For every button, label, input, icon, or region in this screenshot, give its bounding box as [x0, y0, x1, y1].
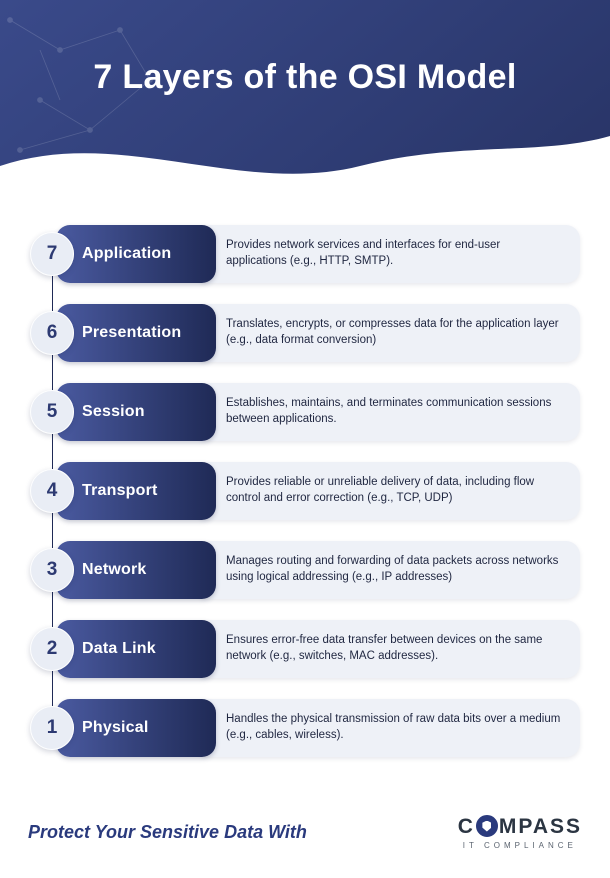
layer-row: 4TransportProvides reliable or unreliabl…	[30, 462, 580, 520]
layer-row: 5SessionEstablishes, maintains, and term…	[30, 383, 580, 441]
compass-icon	[476, 815, 498, 837]
logo-subtitle: IT COMPLIANCE	[463, 841, 577, 850]
footer: Protect Your Sensitive Data With C MPASS…	[0, 793, 610, 878]
compass-logo: C MPASS IT COMPLIANCE	[458, 815, 582, 850]
layer-description-card: Handles the physical transmission of raw…	[196, 699, 580, 757]
logo-text-pre: C	[458, 815, 475, 839]
layer-number-badge: 2	[30, 627, 74, 671]
layer-number-badge: 6	[30, 311, 74, 355]
layer-number-badge: 7	[30, 232, 74, 276]
layer-description-card: Manages routing and forwarding of data p…	[196, 541, 580, 599]
layer-label-pill: Network	[56, 541, 216, 599]
layer-label-pill: Transport	[56, 462, 216, 520]
layer-label-pill: Presentation	[56, 304, 216, 362]
layer-number-badge: 3	[30, 548, 74, 592]
layer-description-card: Translates, encrypts, or compresses data…	[196, 304, 580, 362]
layer-row: 6PresentationTranslates, encrypts, or co…	[30, 304, 580, 362]
layer-label-pill: Session	[56, 383, 216, 441]
shield-icon	[482, 821, 491, 832]
footer-tagline: Protect Your Sensitive Data With	[28, 822, 307, 843]
layer-row: 1PhysicalHandles the physical transmissi…	[30, 699, 580, 757]
layer-row: 3NetworkManages routing and forwarding o…	[30, 541, 580, 599]
layer-label-pill: Application	[56, 225, 216, 283]
layer-row: 2Data LinkEnsures error-free data transf…	[30, 620, 580, 678]
layer-description-card: Provides reliable or unreliable delivery…	[196, 462, 580, 520]
layer-row: 7ApplicationProvides network services an…	[30, 225, 580, 283]
logo-wordmark: C MPASS	[458, 815, 582, 839]
layers-container: 7ApplicationProvides network services an…	[0, 185, 610, 757]
page-title: 7 Layers of the OSI Model	[0, 0, 610, 97]
logo-text-post: MPASS	[499, 815, 582, 839]
layer-description-card: Provides network services and interfaces…	[196, 225, 580, 283]
layer-number-badge: 1	[30, 706, 74, 750]
layer-description-card: Ensures error-free data transfer between…	[196, 620, 580, 678]
layer-label-pill: Physical	[56, 699, 216, 757]
header: 7 Layers of the OSI Model	[0, 0, 610, 185]
layer-number-badge: 4	[30, 469, 74, 513]
layer-description-card: Establishes, maintains, and terminates c…	[196, 383, 580, 441]
layer-number-badge: 5	[30, 390, 74, 434]
header-wave-divider	[0, 126, 610, 186]
layer-label-pill: Data Link	[56, 620, 216, 678]
